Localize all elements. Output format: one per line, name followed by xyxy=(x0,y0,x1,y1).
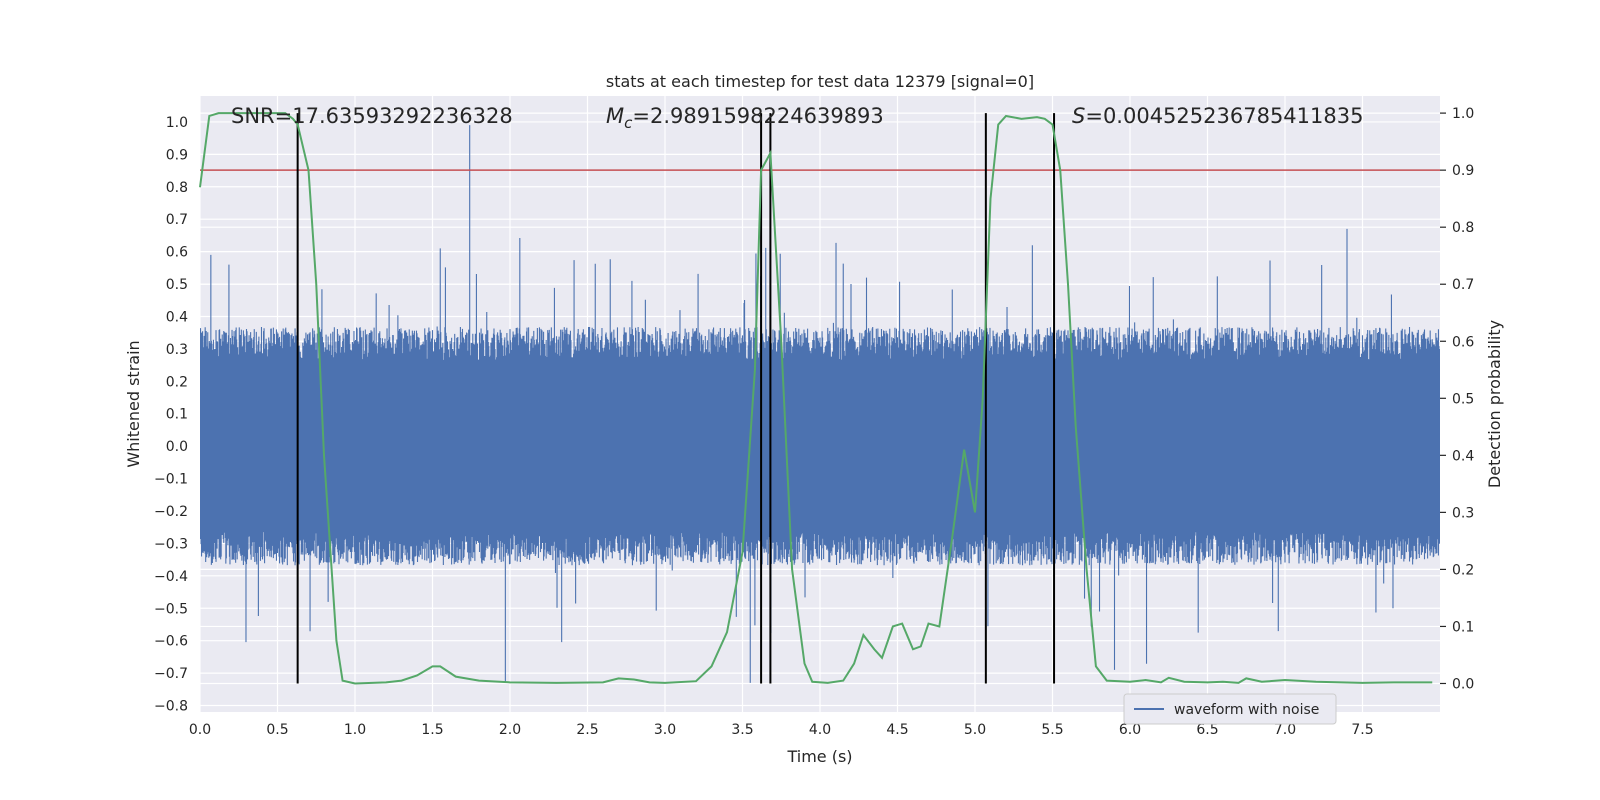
y-tick-label: 1.0 xyxy=(166,115,188,131)
y-axis-label-right: Detection probability xyxy=(1485,320,1504,488)
x-tick-label: 1.5 xyxy=(421,722,443,738)
y-axis-ticks-right: 1.0 0.9 0.8 0.7 0.6 0.5 0.4 0.3 0.2 0.1 0.0 xyxy=(1440,106,1474,692)
y-tick-label-right: 0.6 xyxy=(1452,334,1474,350)
s-annotation: S=0.004525236785411835 xyxy=(1072,104,1363,128)
detection-probability-series xyxy=(199,112,1433,685)
legend-label-waveform: waveform with noise xyxy=(1174,702,1319,718)
snr-annotation: SNR=17.63593292236328 xyxy=(231,104,513,128)
chirp-mass-value: =2.9891598224639893 xyxy=(632,104,883,128)
y-tick-label: −0.2 xyxy=(154,504,188,520)
x-axis-ticks: 0.0 0.5 1.0 1.5 2.0 2.5 3.0 3.5 4.0 4.5 5.0 5.5 6.0 6… xyxy=(189,722,1374,738)
s-value: =0.004525236785411835 xyxy=(1085,104,1363,128)
x-axis-label: Time (s) xyxy=(786,747,852,766)
y-tick-label: 0.3 xyxy=(166,342,188,358)
x-tick-label: 2.0 xyxy=(499,722,521,738)
y-tick-label: 0.7 xyxy=(166,212,188,228)
y-tick-label: 0.6 xyxy=(166,245,188,261)
x-tick-label: 5.0 xyxy=(964,722,986,738)
waveform-with-noise-series xyxy=(200,125,1440,683)
chirp-mass-annotation: Mc=2.9891598224639893 xyxy=(606,104,884,132)
y-tick-label: −0.6 xyxy=(154,634,188,650)
x-tick-label: 4.0 xyxy=(809,722,831,738)
y-tick-label: 0.5 xyxy=(166,277,188,293)
y-tick-label-right: 0.7 xyxy=(1452,277,1474,293)
y-tick-label-right: 0.4 xyxy=(1452,448,1474,464)
x-tick-label: 6.5 xyxy=(1196,722,1218,738)
x-tick-label: 3.5 xyxy=(731,722,753,738)
y-tick-label: −0.4 xyxy=(154,569,188,585)
chirp-mass-subscript: c xyxy=(624,114,633,132)
x-tick-label: 0.5 xyxy=(266,722,288,738)
x-tick-label: 7.5 xyxy=(1351,722,1373,738)
y-tick-label: −0.3 xyxy=(154,536,188,552)
x-tick-label: 6.0 xyxy=(1119,722,1141,738)
y-tick-label: 0.9 xyxy=(166,147,188,163)
y-tick-label: −0.5 xyxy=(154,601,188,617)
y-tick-label: 0.8 xyxy=(166,180,188,196)
y-tick-label: 0.1 xyxy=(166,407,188,423)
y-tick-label: −0.1 xyxy=(154,472,188,488)
y-tick-label-right: 0.0 xyxy=(1452,676,1474,692)
y-tick-label-right: 1.0 xyxy=(1452,106,1474,122)
x-tick-label: 4.5 xyxy=(886,722,908,738)
x-tick-label: 3.0 xyxy=(654,722,676,738)
y-tick-label-right: 0.2 xyxy=(1452,562,1474,578)
waveform-trace xyxy=(200,125,1440,683)
x-tick-label: 5.5 xyxy=(1041,722,1063,738)
y-tick-label: −0.8 xyxy=(154,699,188,715)
y-tick-label: 0.0 xyxy=(166,439,188,455)
legend-box xyxy=(1123,693,1337,725)
x-tick-label: 7.0 xyxy=(1274,722,1296,738)
y-tick-label: 0.4 xyxy=(166,309,188,325)
x-tick-label: 1.0 xyxy=(344,722,366,738)
y-tick-label-right: 0.8 xyxy=(1452,220,1474,236)
s-symbol: S xyxy=(1072,104,1085,128)
y-tick-label-right: 0.1 xyxy=(1452,619,1474,635)
chirp-mass-symbol: M xyxy=(606,104,624,128)
y-axis-label-left: Whitened strain xyxy=(124,340,143,467)
y-tick-label-right: 0.5 xyxy=(1452,391,1474,407)
y-tick-label: −0.7 xyxy=(154,666,188,682)
legend: waveform with noise xyxy=(1123,693,1337,725)
chart-title: stats at each timestep for test data 123… xyxy=(606,72,1034,91)
y-tick-label: 0.2 xyxy=(166,374,188,390)
y-axis-ticks-left: 1.0 0.9 0.8 0.7 0.6 0.5 0.4 0.3 0.2 0.1 0.0 −0.1 −0.… xyxy=(154,115,188,715)
probability-line xyxy=(199,112,1433,685)
y-tick-label-right: 0.9 xyxy=(1452,163,1474,179)
x-tick-label: 2.5 xyxy=(576,722,598,738)
vertical-markers xyxy=(296,113,1056,684)
x-tick-label: 0.0 xyxy=(189,722,211,738)
y-tick-label-right: 0.3 xyxy=(1452,505,1474,521)
